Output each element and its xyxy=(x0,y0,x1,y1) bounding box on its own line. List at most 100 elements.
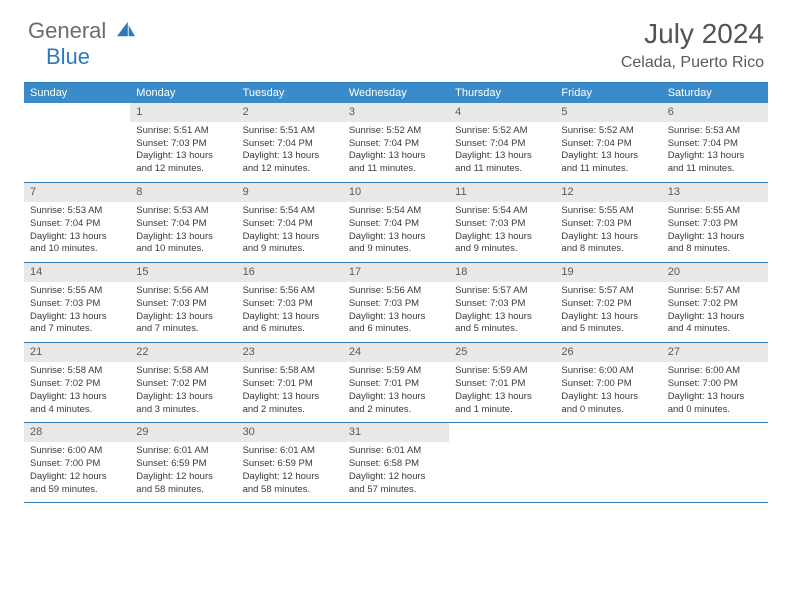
day-cell: 27Sunrise: 6:00 AMSunset: 7:00 PMDayligh… xyxy=(662,343,768,422)
weekday-header: Tuesday xyxy=(237,83,343,103)
day-cell: 26Sunrise: 6:00 AMSunset: 7:00 PMDayligh… xyxy=(555,343,661,422)
day-body: Sunrise: 6:00 AMSunset: 7:00 PMDaylight:… xyxy=(662,362,768,422)
day-number: 26 xyxy=(555,343,661,362)
day-cell: 17Sunrise: 5:56 AMSunset: 7:03 PMDayligh… xyxy=(343,263,449,342)
day-cell: 15Sunrise: 5:56 AMSunset: 7:03 PMDayligh… xyxy=(130,263,236,342)
day-number: 5 xyxy=(555,103,661,122)
day-number: 16 xyxy=(237,263,343,282)
sunrise-line: Sunrise: 5:54 AM xyxy=(349,205,443,218)
daylight-line: Daylight: 13 hours and 3 minutes. xyxy=(136,391,230,417)
sunset-line: Sunset: 7:04 PM xyxy=(136,218,230,231)
daylight-line: Daylight: 13 hours and 11 minutes. xyxy=(561,150,655,176)
daylight-line: Daylight: 13 hours and 4 minutes. xyxy=(30,391,124,417)
sunrise-line: Sunrise: 6:00 AM xyxy=(561,365,655,378)
day-body: Sunrise: 5:56 AMSunset: 7:03 PMDaylight:… xyxy=(343,282,449,342)
daylight-line: Daylight: 13 hours and 9 minutes. xyxy=(455,231,549,257)
day-cell: 28Sunrise: 6:00 AMSunset: 7:00 PMDayligh… xyxy=(24,423,130,502)
sunset-line: Sunset: 7:04 PM xyxy=(561,138,655,151)
sunrise-line: Sunrise: 5:51 AM xyxy=(243,125,337,138)
day-cell: 24Sunrise: 5:59 AMSunset: 7:01 PMDayligh… xyxy=(343,343,449,422)
day-body: Sunrise: 5:58 AMSunset: 7:02 PMDaylight:… xyxy=(130,362,236,422)
sunrise-line: Sunrise: 6:01 AM xyxy=(136,445,230,458)
sunset-line: Sunset: 7:03 PM xyxy=(455,298,549,311)
day-number: 9 xyxy=(237,183,343,202)
daylight-line: Daylight: 13 hours and 1 minute. xyxy=(455,391,549,417)
sunrise-line: Sunrise: 5:52 AM xyxy=(349,125,443,138)
day-cell: 29Sunrise: 6:01 AMSunset: 6:59 PMDayligh… xyxy=(130,423,236,502)
day-cell: 2Sunrise: 5:51 AMSunset: 7:04 PMDaylight… xyxy=(237,103,343,182)
daylight-line: Daylight: 13 hours and 7 minutes. xyxy=(30,311,124,337)
sunset-line: Sunset: 7:01 PM xyxy=(455,378,549,391)
day-body: Sunrise: 5:57 AMSunset: 7:03 PMDaylight:… xyxy=(449,282,555,342)
sunrise-line: Sunrise: 5:51 AM xyxy=(136,125,230,138)
day-body: Sunrise: 5:58 AMSunset: 7:01 PMDaylight:… xyxy=(237,362,343,422)
day-cell: 22Sunrise: 5:58 AMSunset: 7:02 PMDayligh… xyxy=(130,343,236,422)
day-body: Sunrise: 6:01 AMSunset: 6:59 PMDaylight:… xyxy=(237,442,343,502)
day-cell: 8Sunrise: 5:53 AMSunset: 7:04 PMDaylight… xyxy=(130,183,236,262)
day-body xyxy=(555,442,661,451)
day-body: Sunrise: 5:52 AMSunset: 7:04 PMDaylight:… xyxy=(555,122,661,182)
day-number: 7 xyxy=(24,183,130,202)
day-number: 18 xyxy=(449,263,555,282)
day-cell xyxy=(555,423,661,502)
logo: General Blue xyxy=(28,18,137,70)
daylight-line: Daylight: 13 hours and 8 minutes. xyxy=(668,231,762,257)
sunrise-line: Sunrise: 5:54 AM xyxy=(455,205,549,218)
sunset-line: Sunset: 7:02 PM xyxy=(30,378,124,391)
day-body: Sunrise: 5:57 AMSunset: 7:02 PMDaylight:… xyxy=(555,282,661,342)
day-body: Sunrise: 5:54 AMSunset: 7:03 PMDaylight:… xyxy=(449,202,555,262)
sunrise-line: Sunrise: 5:58 AM xyxy=(136,365,230,378)
weekday-header: Friday xyxy=(555,83,661,103)
day-body: Sunrise: 5:54 AMSunset: 7:04 PMDaylight:… xyxy=(237,202,343,262)
week-row: 21Sunrise: 5:58 AMSunset: 7:02 PMDayligh… xyxy=(24,343,768,423)
sunset-line: Sunset: 7:04 PM xyxy=(243,218,337,231)
day-cell: 18Sunrise: 5:57 AMSunset: 7:03 PMDayligh… xyxy=(449,263,555,342)
day-body xyxy=(662,442,768,451)
sunrise-line: Sunrise: 5:58 AM xyxy=(243,365,337,378)
day-cell: 4Sunrise: 5:52 AMSunset: 7:04 PMDaylight… xyxy=(449,103,555,182)
sunrise-line: Sunrise: 5:58 AM xyxy=(30,365,124,378)
day-body: Sunrise: 5:53 AMSunset: 7:04 PMDaylight:… xyxy=(130,202,236,262)
day-number: 21 xyxy=(24,343,130,362)
day-number: 22 xyxy=(130,343,236,362)
daylight-line: Daylight: 13 hours and 11 minutes. xyxy=(668,150,762,176)
sunrise-line: Sunrise: 5:57 AM xyxy=(455,285,549,298)
day-body: Sunrise: 5:59 AMSunset: 7:01 PMDaylight:… xyxy=(449,362,555,422)
sunset-line: Sunset: 6:59 PM xyxy=(136,458,230,471)
daylight-line: Daylight: 13 hours and 12 minutes. xyxy=(243,150,337,176)
weekday-header: Sunday xyxy=(24,83,130,103)
sunset-line: Sunset: 7:03 PM xyxy=(455,218,549,231)
sunset-line: Sunset: 7:03 PM xyxy=(136,298,230,311)
day-cell: 7Sunrise: 5:53 AMSunset: 7:04 PMDaylight… xyxy=(24,183,130,262)
sunrise-line: Sunrise: 5:56 AM xyxy=(136,285,230,298)
sunrise-line: Sunrise: 5:56 AM xyxy=(349,285,443,298)
day-cell xyxy=(662,423,768,502)
day-number: 25 xyxy=(449,343,555,362)
calendar-body: 1Sunrise: 5:51 AMSunset: 7:03 PMDaylight… xyxy=(24,103,768,503)
day-body: Sunrise: 5:51 AMSunset: 7:03 PMDaylight:… xyxy=(130,122,236,182)
day-number: 10 xyxy=(343,183,449,202)
day-number: 20 xyxy=(662,263,768,282)
sunset-line: Sunset: 7:02 PM xyxy=(136,378,230,391)
sunset-line: Sunset: 7:02 PM xyxy=(668,298,762,311)
day-number: 4 xyxy=(449,103,555,122)
day-cell: 6Sunrise: 5:53 AMSunset: 7:04 PMDaylight… xyxy=(662,103,768,182)
daylight-line: Daylight: 13 hours and 0 minutes. xyxy=(668,391,762,417)
day-cell: 21Sunrise: 5:58 AMSunset: 7:02 PMDayligh… xyxy=(24,343,130,422)
day-cell: 31Sunrise: 6:01 AMSunset: 6:58 PMDayligh… xyxy=(343,423,449,502)
sunrise-line: Sunrise: 5:53 AM xyxy=(136,205,230,218)
daylight-line: Daylight: 13 hours and 7 minutes. xyxy=(136,311,230,337)
day-number: 6 xyxy=(662,103,768,122)
day-number: 1 xyxy=(130,103,236,122)
daylight-line: Daylight: 13 hours and 9 minutes. xyxy=(349,231,443,257)
day-body: Sunrise: 5:54 AMSunset: 7:04 PMDaylight:… xyxy=(343,202,449,262)
daylight-line: Daylight: 13 hours and 10 minutes. xyxy=(136,231,230,257)
daylight-line: Daylight: 13 hours and 10 minutes. xyxy=(30,231,124,257)
sunset-line: Sunset: 7:00 PM xyxy=(561,378,655,391)
daylight-line: Daylight: 13 hours and 12 minutes. xyxy=(136,150,230,176)
daylight-line: Daylight: 13 hours and 4 minutes. xyxy=(668,311,762,337)
sunrise-line: Sunrise: 5:53 AM xyxy=(30,205,124,218)
day-body: Sunrise: 5:58 AMSunset: 7:02 PMDaylight:… xyxy=(24,362,130,422)
day-number: 29 xyxy=(130,423,236,442)
daylight-line: Daylight: 12 hours and 58 minutes. xyxy=(243,471,337,497)
